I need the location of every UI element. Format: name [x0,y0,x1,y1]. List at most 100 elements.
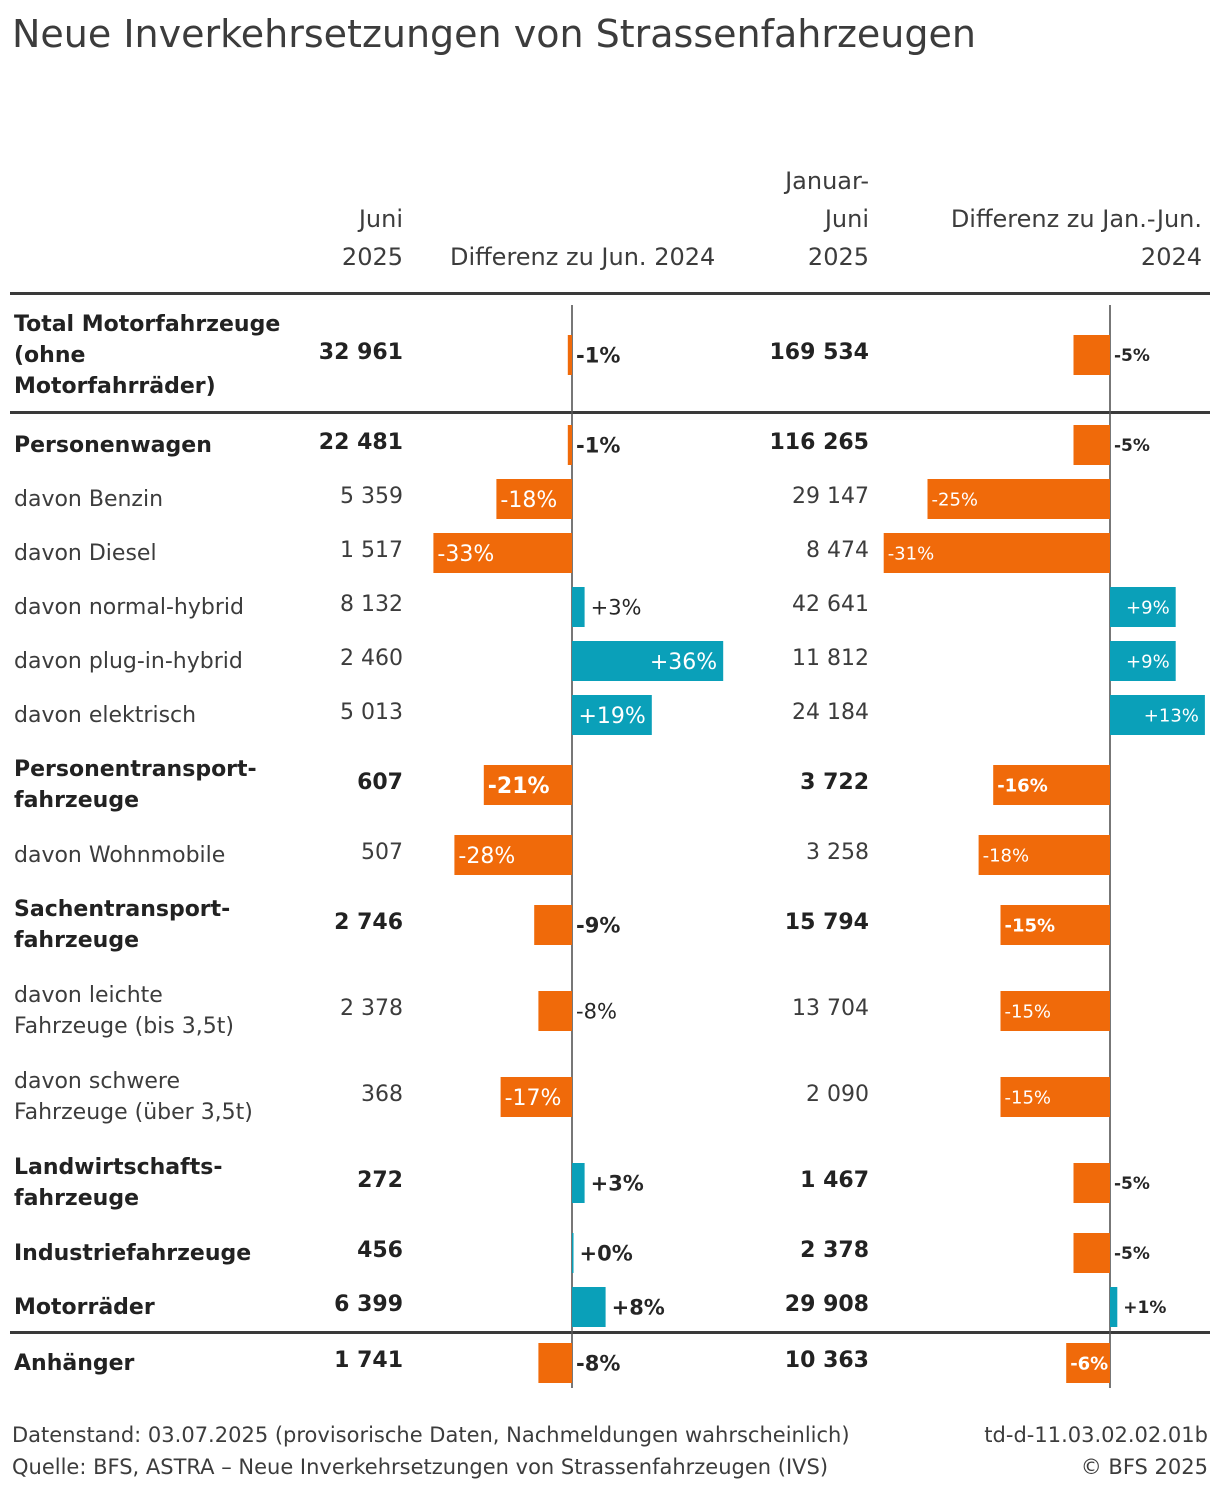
janjuni-value: 2 090 [806,1082,869,1107]
janjuni-diff-label: -18% [983,845,1030,866]
janjuni-diff-bar [1110,1287,1118,1327]
row-label: Motorräder [14,1294,155,1320]
janjuni-value: 1 467 [800,1168,869,1193]
janjuni-diff-bar [1073,1233,1110,1273]
juni-value: 6 399 [334,1292,403,1317]
janjuni-diff-bar [1110,641,1176,681]
janjuni-value: 2 378 [800,1238,869,1263]
janjuni-diff-bar [1110,587,1176,627]
footer-code: td-d-11.03.02.02.01b [984,1423,1208,1447]
janjuni-value: 3 722 [800,770,869,795]
janjuni-diff-bar [1073,1163,1110,1203]
juni-diff-bar [572,1287,606,1327]
janjuni-diff-bar [978,835,1110,875]
juni-value: 2 746 [334,910,403,935]
juni-diff-bar [496,479,572,519]
row-label: Sachentransport- fahrzeuge [14,897,231,953]
janjuni-value: 116 265 [769,430,869,455]
footer-datenstand: Datenstand: 03.07.2025 (provisorische Da… [12,1423,850,1447]
row-label: davon leichte Fahrzeuge (bis 3,5t) [14,983,234,1039]
juni-diff-bar [567,425,572,465]
juni-diff-label: -1% [576,434,620,458]
juni-diff-bar [483,765,572,805]
janjuni-diff-label: -25% [932,489,979,510]
juni-diff-label: -9% [576,914,620,938]
janjuni-diff-label: +1% [1123,1298,1166,1318]
row-label: Landwirtschafts- fahrzeuge [14,1155,223,1211]
juni-diff-label: +0% [580,1242,633,1266]
janjuni-value: 29 908 [784,1292,869,1317]
row-label: davon Wohnmobile [14,842,226,868]
janjuni-value: 15 794 [784,910,869,935]
janjuni-value: 24 184 [792,700,869,725]
juni-diff-bar [454,835,572,875]
juni-diff-label: -28% [458,844,515,869]
janjuni-diff-label: +9% [1126,597,1170,618]
janjuni-value: 29 147 [792,484,869,509]
row-label: Anhänger [14,1350,135,1376]
janjuni-value: 169 534 [769,340,869,365]
row-label: davon schwere Fahrzeuge (über 3,5t) [14,1069,253,1125]
juni-diff-bar [572,587,585,627]
janjuni-value: 8 474 [806,538,869,563]
janjuni-value: 11 812 [792,646,869,671]
juni-diff-label: -17% [505,1086,562,1111]
janjuni-value: 3 258 [806,840,869,865]
janjuni-diff-bar [1066,1343,1110,1383]
header-januar-juni-2025: Januar- Juni 2025 [785,167,869,271]
header-juni-2025: Juni 2025 [341,205,403,271]
janjuni-diff-bar [883,533,1110,573]
juni-diff-bar [567,335,572,375]
juni-value: 1 517 [340,538,403,563]
juni-diff-label: -8% [576,1352,620,1376]
juni-diff-label: +3% [591,1172,644,1196]
juni-diff-label: -1% [576,344,620,368]
juni-diff-bar [500,1077,572,1117]
row-label: davon plug-in-hybrid [14,648,243,674]
janjuni-diff-label: +13% [1144,705,1199,726]
janjuni-diff-label: -5% [1114,436,1150,456]
janjuni-value: 13 704 [792,996,869,1021]
footer-quelle: Quelle: BFS, ASTRA – Neue Inverkehrsetzu… [12,1455,829,1479]
total-rule [10,411,1210,414]
row-label: davon elektrisch [14,702,197,728]
janjuni-diff-label: +9% [1126,651,1170,672]
janjuni-diff-bar [1110,695,1205,735]
juni-diff-label: +3% [591,596,642,620]
chart-title: Neue Inverkehrsetzungen von Strassenfahr… [12,12,976,56]
janjuni-diff-label: -15% [1005,1001,1052,1022]
header-diff-januar-juni: Differenz zu Jan.-Jun. 2024 [950,205,1202,271]
juni-value: 607 [357,770,403,795]
juni-diff-label: +19% [578,704,645,729]
juni-diff-bar [572,1163,585,1203]
juni-value: 2 378 [340,996,403,1021]
row-label: davon Diesel [14,540,157,566]
juni-value: 8 132 [340,592,403,617]
janjuni-diff-bar [1000,991,1110,1031]
juni-diff-bar [538,991,572,1031]
juni-diff-bar [572,695,652,735]
juni-diff-label: -18% [500,488,557,513]
juni-diff-bar [433,533,572,573]
juni-value: 1 741 [334,1348,403,1373]
janjuni-diff-label: -16% [997,775,1048,796]
janjuni-diff-label: -5% [1114,1174,1150,1194]
juni-value: 32 961 [318,340,403,365]
juni-diff-label: -21% [488,774,550,799]
juni-diff-label: -33% [437,542,494,567]
row-label: Industriefahrzeuge [14,1240,252,1266]
footer-copyright: © BFS 2025 [1080,1455,1208,1479]
janjuni-diff-bar [1000,1077,1110,1117]
janjuni-diff-label: -5% [1114,1244,1150,1264]
row-label: davon normal-hybrid [14,594,244,620]
janjuni-diff-bar [1073,335,1110,375]
juni-diff-bar [572,641,724,681]
juni-value: 507 [361,840,403,865]
row-label: Personentransport- fahrzeuge [14,757,257,813]
juni-value: 2 460 [340,646,403,671]
juni-diff-bar [572,1233,574,1273]
juni-value: 368 [361,1082,403,1107]
janjuni-diff-bar [1073,425,1110,465]
juni-value: 22 481 [318,430,403,455]
